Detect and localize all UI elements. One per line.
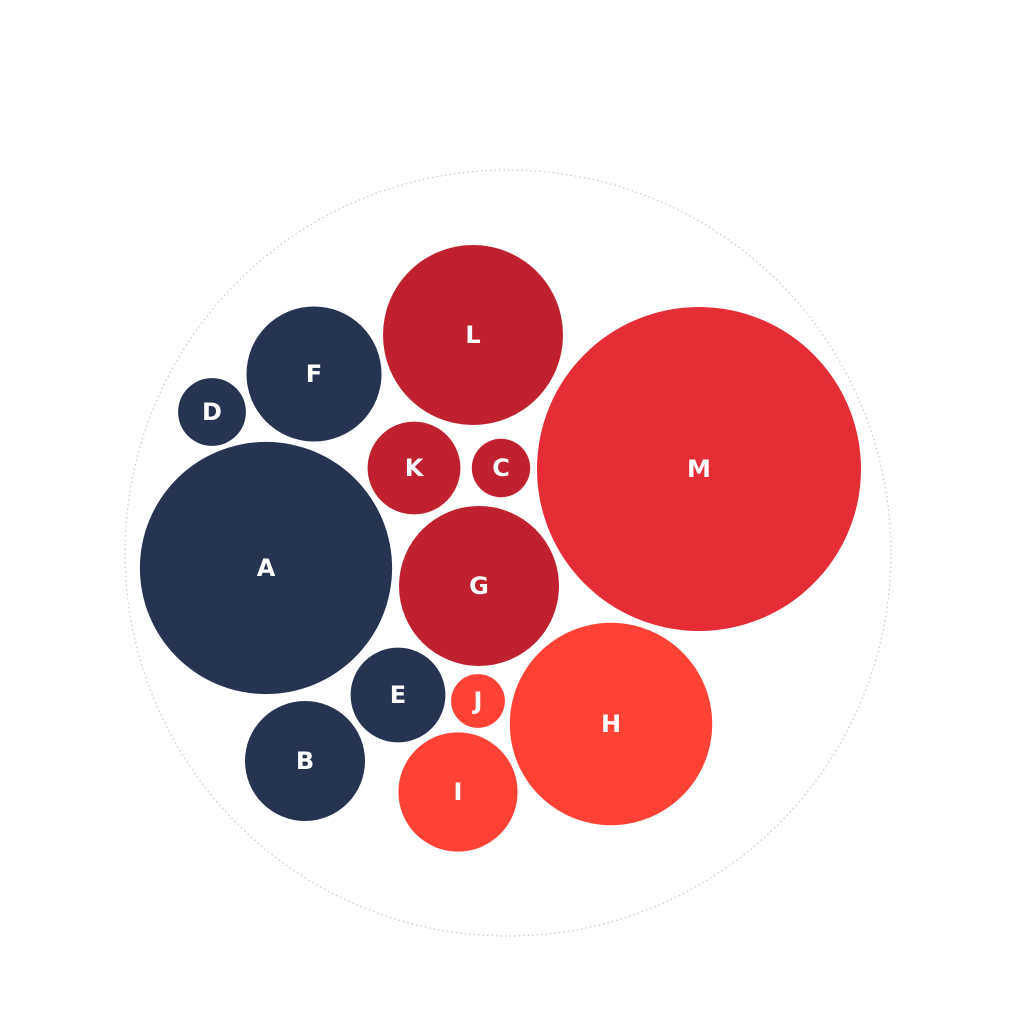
bubble-j[interactable]: J bbox=[451, 674, 505, 728]
bubble-g[interactable]: G bbox=[399, 506, 559, 666]
bubble-label: G bbox=[469, 572, 489, 600]
bubble-label: J bbox=[472, 687, 483, 715]
bubble-circle[interactable] bbox=[367, 421, 461, 515]
bubble-m[interactable]: M bbox=[537, 307, 861, 631]
bubble-label: D bbox=[202, 398, 222, 426]
bubble-label: M bbox=[687, 455, 711, 483]
bubble-circle[interactable] bbox=[139, 441, 393, 695]
bubble-circle[interactable] bbox=[350, 647, 446, 743]
bubble-label: H bbox=[601, 710, 621, 738]
bubble-label: F bbox=[306, 360, 322, 388]
bubble-c[interactable]: C bbox=[471, 438, 531, 498]
bubble-b[interactable]: B bbox=[245, 701, 365, 821]
bubble-label: B bbox=[296, 747, 314, 775]
bubble-i[interactable]: I bbox=[398, 732, 518, 852]
bubble-circle[interactable] bbox=[383, 245, 563, 425]
bubble-circle[interactable] bbox=[451, 674, 505, 728]
bubble-label: K bbox=[405, 454, 425, 482]
bubble-circle[interactable] bbox=[509, 622, 713, 826]
bubble-label: I bbox=[454, 778, 463, 806]
bubble-d[interactable]: D bbox=[178, 378, 246, 446]
pack-boundary bbox=[124, 169, 892, 937]
bubble-circle[interactable] bbox=[471, 438, 531, 498]
bubble-circle[interactable] bbox=[398, 732, 518, 852]
bubble-label: L bbox=[465, 321, 480, 349]
bubble-circle[interactable] bbox=[537, 307, 861, 631]
bubble-label: A bbox=[257, 554, 276, 582]
bubble-f[interactable]: F bbox=[246, 306, 382, 442]
bubble-circle[interactable] bbox=[178, 378, 246, 446]
bubble-l[interactable]: L bbox=[383, 245, 563, 425]
bubble-circle[interactable] bbox=[246, 306, 382, 442]
bubble-h[interactable]: H bbox=[509, 622, 713, 826]
bubble-k[interactable]: K bbox=[367, 421, 461, 515]
bubble-a[interactable]: A bbox=[139, 441, 393, 695]
bubble-label: C bbox=[492, 454, 510, 482]
bubble-circle[interactable] bbox=[245, 701, 365, 821]
bubble-circle[interactable] bbox=[399, 506, 559, 666]
bubble-e[interactable]: E bbox=[350, 647, 446, 743]
bubble-label: E bbox=[390, 681, 406, 709]
